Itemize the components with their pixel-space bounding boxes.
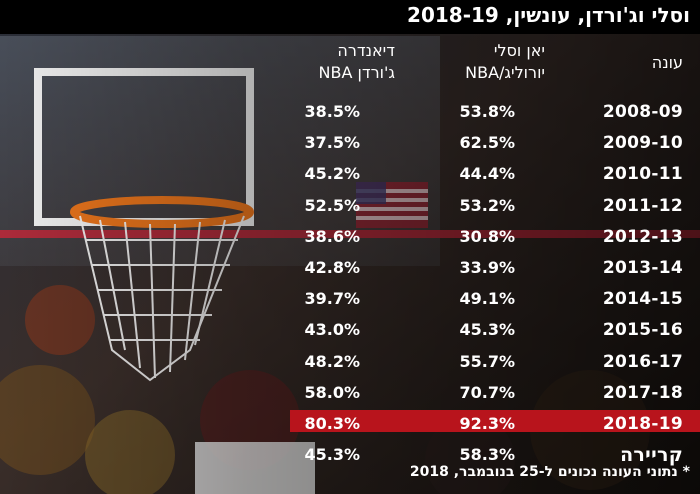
yan-value-cell: 70.7% [459,382,515,402]
season-cell: 2011-12 [602,195,683,216]
table-row: 2016-17 55.7% 48.2% [0,346,700,378]
table-row-highlight: 2018-19 92.3% 80.3% [0,408,700,440]
yan-value-cell: 30.8% [459,226,515,246]
yan-value-cell: 45.3% [459,320,515,340]
season-cell: 2018-19 [602,414,683,434]
nba-value-cell: 38.6% [304,226,360,246]
table-row: 2015-16 45.3% 43.0% [0,314,700,346]
table-row: 2011-12 53.2% 52.5% [0,190,700,222]
nba-value-cell: 43.0% [304,320,360,340]
yan-value-cell: 53.2% [459,195,515,215]
yan-value-cell: 92.3% [459,414,515,433]
nba-value-cell: 39.7% [304,289,360,309]
chart-title: וסלי וג'ורדן, עונשין, 2018-19 [407,3,690,27]
season-cell: 2017-18 [602,382,683,403]
yan-value-cell: 58.3% [459,445,515,465]
yan-value-cell: 62.5% [459,133,515,153]
column-header-season: עונה [651,53,683,72]
nba-value-cell: 45.3% [304,445,360,465]
season-cell: 2012-13 [602,226,683,247]
nba-value-cell: 38.5% [304,102,360,121]
table-row: 2009-10 62.5% 37.5% [0,127,700,159]
table-row: 2017-18 70.7% 58.0% [0,377,700,409]
nba-value-cell: 58.0% [304,382,360,402]
yan-value-cell: 53.8% [459,102,515,121]
season-cell: 2008-09 [602,102,683,122]
yan-value-cell: 33.9% [459,258,515,277]
yan-value-cell: 49.1% [459,289,515,309]
season-cell: 2015-16 [602,320,683,341]
title-bar: וסלי וג'ורדן, עונשין, 2018-19 [0,0,700,34]
season-cell: 2016-17 [602,351,683,372]
table-row: 2014-15 49.1% 39.7% [0,283,700,315]
season-cell: 2010-11 [602,164,683,185]
season-cell: קריירה [620,444,683,467]
nba-value-cell: 52.5% [304,195,360,215]
column-header-nba: דיאנדרה ג'ורדן NBA [318,41,395,82]
table-row: 2008-09 53.8% 38.5% [0,96,700,128]
nba-value-cell: 42.8% [304,258,360,277]
table-row-career: קריירה 58.3% 45.3% [0,439,700,471]
season-cell: 2013-14 [602,258,683,278]
table-row: 2012-13 30.8% 38.6% [0,221,700,253]
season-cell: 2014-15 [602,289,683,310]
highlight-bar [290,410,700,432]
nba-value-cell: 37.5% [304,133,360,153]
nba-value-cell: 80.3% [304,414,360,433]
nba-value-cell: 48.2% [304,351,360,371]
column-header-yan: יאן וסלי יורוליג/NBA [465,41,545,82]
table-row: 2010-11 44.4% 45.2% [0,158,700,190]
yan-value-cell: 55.7% [459,351,515,371]
yan-value-cell: 44.4% [459,164,515,184]
season-cell: 2009-10 [602,133,683,154]
nba-value-cell: 45.2% [304,164,360,184]
footnote: * נתוני העונה נכונים ל-25 בנובמבר, 2018 [409,464,690,480]
table-row: 2013-14 33.9% 42.8% [0,252,700,284]
